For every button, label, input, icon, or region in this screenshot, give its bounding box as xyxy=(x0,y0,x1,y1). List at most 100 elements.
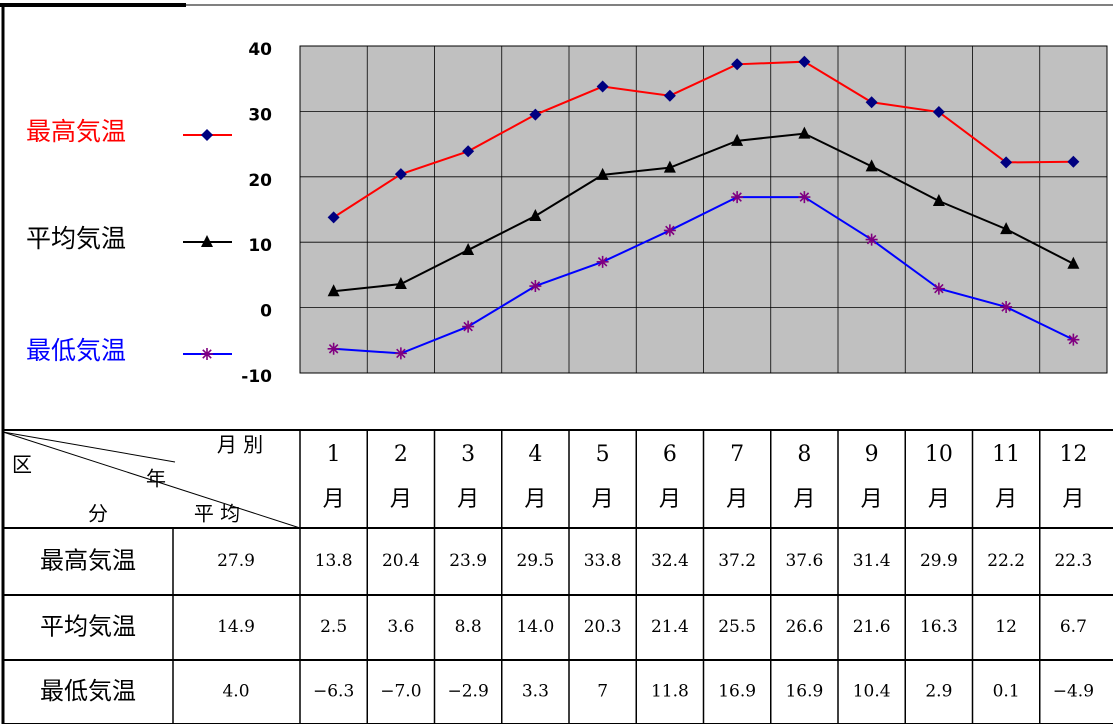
marker xyxy=(1000,222,1013,235)
marker xyxy=(932,193,945,206)
cell-value: 26.6 xyxy=(785,617,823,637)
month-number: 10 xyxy=(925,442,953,467)
cell-value: 20.4 xyxy=(382,551,420,571)
month-unit: 月 xyxy=(1062,487,1084,512)
row-label: 最高気温 xyxy=(40,547,136,575)
y-tick-label: 20 xyxy=(248,171,272,191)
marker xyxy=(327,284,340,297)
marker xyxy=(394,168,407,181)
series-line xyxy=(333,60,1074,219)
marker xyxy=(529,209,542,222)
cell-value: 37.2 xyxy=(718,551,756,571)
marker xyxy=(663,160,676,173)
marker xyxy=(1067,333,1080,346)
month-number: 1 xyxy=(327,442,341,467)
diagonal xyxy=(2,431,301,529)
legend-label: 最低気温 xyxy=(26,336,126,365)
cell-value: 0.1 xyxy=(993,682,1020,702)
month-number: 12 xyxy=(1059,442,1087,467)
marker xyxy=(932,282,945,295)
month-unit: 月 xyxy=(861,487,883,512)
cell-value: 16.9 xyxy=(718,682,756,702)
month-unit: 月 xyxy=(928,487,950,512)
cell-value: 13.8 xyxy=(315,551,353,571)
month-number: 9 xyxy=(865,442,879,467)
cell-value: 8.8 xyxy=(455,617,482,637)
cell-value: −6.3 xyxy=(313,682,354,702)
marker xyxy=(663,89,676,102)
cell-value: 23.9 xyxy=(449,551,487,571)
cell-value: 2.9 xyxy=(925,682,952,702)
month-unit: 月 xyxy=(457,487,479,512)
month-number: 2 xyxy=(394,442,408,467)
cell-value: 22.2 xyxy=(987,551,1025,571)
row-label: 平均気温 xyxy=(40,613,136,641)
month-unit: 月 xyxy=(726,487,748,512)
marker xyxy=(1000,300,1013,313)
marker xyxy=(596,80,609,93)
cell-value: 2.5 xyxy=(320,617,347,637)
marker xyxy=(865,159,878,172)
marker xyxy=(798,126,811,139)
month-unit: 月 xyxy=(793,487,815,512)
marker xyxy=(865,233,878,246)
month-unit: 月 xyxy=(592,487,614,512)
marker xyxy=(1000,156,1013,169)
marker xyxy=(462,243,475,256)
cell-value: 21.6 xyxy=(853,617,891,637)
marker xyxy=(394,347,407,360)
marker xyxy=(462,145,475,158)
cell-value: 7 xyxy=(597,682,608,702)
row-label: 最低気温 xyxy=(40,677,136,705)
cell-value: 3.6 xyxy=(387,617,414,637)
month-number: 11 xyxy=(992,442,1020,467)
corner-label: 月 別 xyxy=(217,433,263,457)
month-unit: 月 xyxy=(659,487,681,512)
series-line xyxy=(333,132,1074,293)
corner-label: 区 xyxy=(12,453,32,477)
marker xyxy=(201,348,213,360)
corner-label: 分 xyxy=(88,502,108,526)
month-unit: 月 xyxy=(390,487,412,512)
marker xyxy=(932,106,945,119)
marker xyxy=(529,108,542,121)
marker xyxy=(1067,155,1080,168)
cell-value: 33.8 xyxy=(584,551,622,571)
cell-value: 25.5 xyxy=(718,617,756,637)
marker xyxy=(798,191,811,204)
legend-label: 最高気温 xyxy=(26,117,126,146)
table: 月 別 年 区 平 均 分 xyxy=(2,431,301,529)
cell-value: 29.9 xyxy=(920,551,958,571)
annual-average: 4.0 xyxy=(222,682,249,702)
marker xyxy=(394,277,407,290)
cell-value: 12 xyxy=(995,617,1017,637)
annual-average: 14.9 xyxy=(217,617,255,637)
corner-label: 年 xyxy=(146,467,166,491)
marker xyxy=(596,255,609,268)
y-tick-label: 0 xyxy=(260,302,272,322)
legend-label: 平均気温 xyxy=(26,224,126,253)
y-tick-label: 30 xyxy=(248,105,272,125)
marker xyxy=(731,58,744,71)
marker xyxy=(865,96,878,109)
cell-value: −2.9 xyxy=(447,682,488,702)
marker xyxy=(596,167,609,180)
marker xyxy=(201,129,213,141)
month-number: 5 xyxy=(596,442,610,467)
marker xyxy=(327,211,340,224)
cell-value: 10.4 xyxy=(853,682,891,702)
month-number: 3 xyxy=(461,442,475,467)
marker xyxy=(731,191,744,204)
month-number: 6 xyxy=(663,442,677,467)
month-number: 4 xyxy=(528,442,542,467)
month-number: 8 xyxy=(797,442,811,467)
marker xyxy=(201,235,213,247)
cell-value: 16.9 xyxy=(785,682,823,702)
series-line xyxy=(333,196,1074,355)
cell-value: 6.7 xyxy=(1060,617,1087,637)
y-tick-label: 10 xyxy=(248,236,272,256)
cell-value: −4.9 xyxy=(1053,682,1094,702)
cell-value: 11.8 xyxy=(651,682,689,702)
marker xyxy=(462,320,475,333)
